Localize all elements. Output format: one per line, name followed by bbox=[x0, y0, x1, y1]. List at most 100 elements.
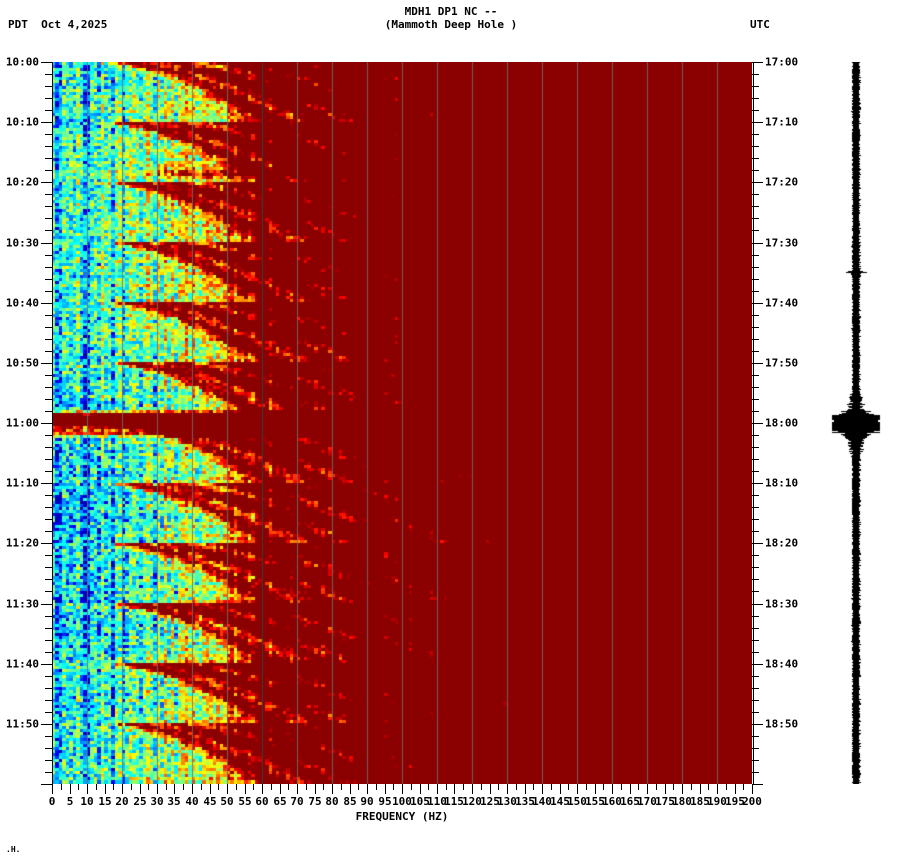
time-tick-minor bbox=[45, 736, 52, 737]
time-tick-minor bbox=[752, 712, 759, 713]
freq-tick-major bbox=[682, 784, 683, 794]
time-tick-minor bbox=[752, 628, 759, 629]
time-label-utc: 17:10 bbox=[765, 115, 799, 129]
header-local-timezone-date: PDT Oct 4,2025 bbox=[8, 18, 108, 31]
freq-label: 105 bbox=[410, 795, 430, 808]
freq-tick-major bbox=[490, 784, 491, 794]
time-tick-minor bbox=[45, 230, 52, 231]
freq-tick-minor bbox=[148, 784, 149, 790]
time-label-utc: 18:50 bbox=[765, 717, 799, 731]
time-label-local: 11:50 bbox=[5, 717, 39, 731]
time-tick-minor bbox=[45, 279, 52, 280]
freq-tick-major bbox=[315, 784, 316, 794]
freq-label: 80 bbox=[325, 795, 339, 808]
time-tick-minor bbox=[45, 74, 52, 75]
spectrogram-plot[interactable] bbox=[52, 62, 754, 784]
freq-tick-major bbox=[332, 784, 333, 794]
freq-tick-major bbox=[192, 784, 193, 794]
freq-tick-major bbox=[227, 784, 228, 794]
time-tick-minor bbox=[752, 399, 759, 400]
freq-tick-major bbox=[612, 784, 613, 794]
time-label-utc: 17:30 bbox=[765, 236, 799, 250]
time-tick-minor bbox=[45, 628, 52, 629]
time-tick-minor bbox=[752, 591, 759, 592]
time-tick-minor bbox=[45, 267, 52, 268]
time-tick-major bbox=[752, 363, 763, 364]
time-tick-minor bbox=[752, 134, 759, 135]
freq-tick-minor bbox=[551, 784, 552, 790]
station-title: MDH1 DP1 NC -- bbox=[404, 5, 498, 18]
freq-label: 170 bbox=[637, 795, 657, 808]
freq-tick-major bbox=[385, 784, 386, 794]
time-tick-minor bbox=[752, 700, 759, 701]
time-tick-minor bbox=[45, 206, 52, 207]
freq-label: 135 bbox=[515, 795, 535, 808]
time-tick-major bbox=[41, 303, 52, 304]
time-tick-major bbox=[752, 243, 763, 244]
freq-tick-minor bbox=[691, 784, 692, 790]
time-tick-minor bbox=[45, 339, 52, 340]
freq-label: 15 bbox=[98, 795, 112, 808]
freq-label: 145 bbox=[550, 795, 570, 808]
freq-label: 195 bbox=[725, 795, 745, 808]
freq-tick-minor bbox=[131, 784, 132, 790]
freq-tick-minor bbox=[481, 784, 482, 790]
time-tick-major bbox=[752, 303, 763, 304]
freq-tick-minor bbox=[376, 784, 377, 790]
time-tick-minor bbox=[752, 567, 759, 568]
time-tick-major bbox=[41, 543, 52, 544]
time-label-local: 11:30 bbox=[5, 597, 39, 611]
freq-tick-major bbox=[700, 784, 701, 794]
freq-label: 40 bbox=[185, 795, 199, 808]
time-tick-minor bbox=[752, 519, 759, 520]
freq-tick-major bbox=[52, 784, 53, 794]
freq-label: 185 bbox=[690, 795, 710, 808]
freq-tick-major bbox=[297, 784, 298, 794]
time-tick-minor bbox=[752, 471, 759, 472]
freq-tick-minor bbox=[638, 784, 639, 790]
station-subtitle: (Mammoth Deep Hole ) bbox=[384, 18, 518, 31]
freq-tick-minor bbox=[61, 784, 62, 790]
freq-label: 200 bbox=[742, 795, 762, 808]
time-tick-minor bbox=[45, 134, 52, 135]
freq-label: 155 bbox=[585, 795, 605, 808]
time-axis-local: 10:00 10:10 10:20 10:30 10:40 10:50 11:00 11:10… bbox=[0, 56, 52, 785]
freq-tick-major bbox=[70, 784, 71, 794]
time-tick-minor bbox=[45, 98, 52, 99]
time-tick-minor bbox=[45, 411, 52, 412]
freq-tick-major bbox=[262, 784, 263, 794]
time-tick-minor bbox=[752, 339, 759, 340]
freq-tick-major bbox=[577, 784, 578, 794]
freq-tick-minor bbox=[288, 784, 289, 790]
seismogram-trace-panel[interactable] bbox=[820, 62, 902, 784]
time-tick-minor bbox=[45, 712, 52, 713]
time-tick-minor bbox=[45, 616, 52, 617]
freq-tick-minor bbox=[183, 784, 184, 790]
freq-tick-major bbox=[595, 784, 596, 794]
seismogram-trace-canvas bbox=[820, 62, 902, 784]
header-utc-timezone: UTC bbox=[750, 18, 770, 31]
freq-tick-major bbox=[665, 784, 666, 794]
time-tick-minor bbox=[752, 351, 759, 352]
freq-label: 25 bbox=[133, 795, 147, 808]
time-tick-minor bbox=[752, 411, 759, 412]
time-tick-minor bbox=[45, 110, 52, 111]
time-tick-minor bbox=[752, 387, 759, 388]
freq-label: 190 bbox=[707, 795, 727, 808]
freq-tick-major bbox=[157, 784, 158, 794]
time-label-local: 10:30 bbox=[5, 236, 39, 250]
freq-label: 85 bbox=[343, 795, 357, 808]
time-tick-minor bbox=[752, 86, 759, 87]
time-tick-minor bbox=[752, 291, 759, 292]
freq-tick-minor bbox=[253, 784, 254, 790]
frequency-axis: FREQUENCY (HZ) 0 5 10 15 20 25 30 35 40 45 50 55 60 6… bbox=[49, 784, 762, 844]
time-label-local: 11:10 bbox=[5, 476, 39, 490]
time-label-utc: 18:40 bbox=[765, 657, 799, 671]
time-tick-minor bbox=[45, 218, 52, 219]
time-tick-minor bbox=[752, 748, 759, 749]
freq-tick-minor bbox=[568, 784, 569, 790]
freq-tick-minor bbox=[96, 784, 97, 790]
time-tick-minor bbox=[45, 760, 52, 761]
freq-tick-major bbox=[525, 784, 526, 794]
freq-tick-major bbox=[735, 784, 736, 794]
